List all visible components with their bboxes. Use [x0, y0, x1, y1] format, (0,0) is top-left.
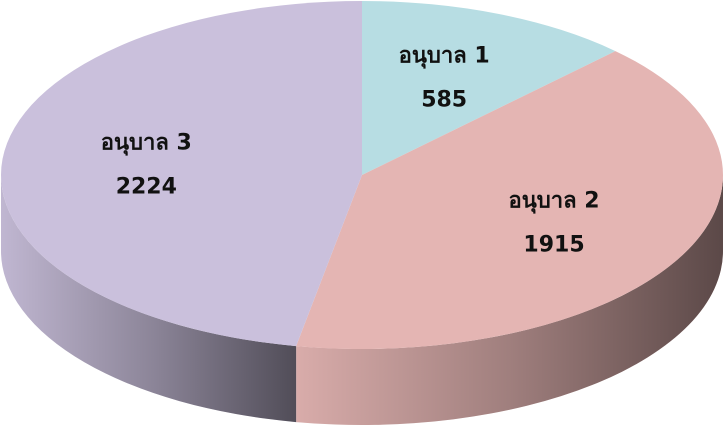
pie-side-shade: [1, 175, 297, 423]
slice-value: 1915: [523, 232, 584, 257]
slice-value: 585: [421, 87, 467, 112]
pie-slice: [296, 51, 723, 349]
pie-slice: [1, 0, 363, 347]
pie-slice: [362, 1, 616, 175]
pie-side-shade: [296, 175, 723, 425]
slice-label: อนุบาล 3: [101, 130, 192, 156]
slice-label: อนุบาล 2: [509, 188, 600, 214]
slice-value: 2224: [116, 174, 177, 199]
slice-label: อนุบาล 1: [399, 43, 490, 69]
